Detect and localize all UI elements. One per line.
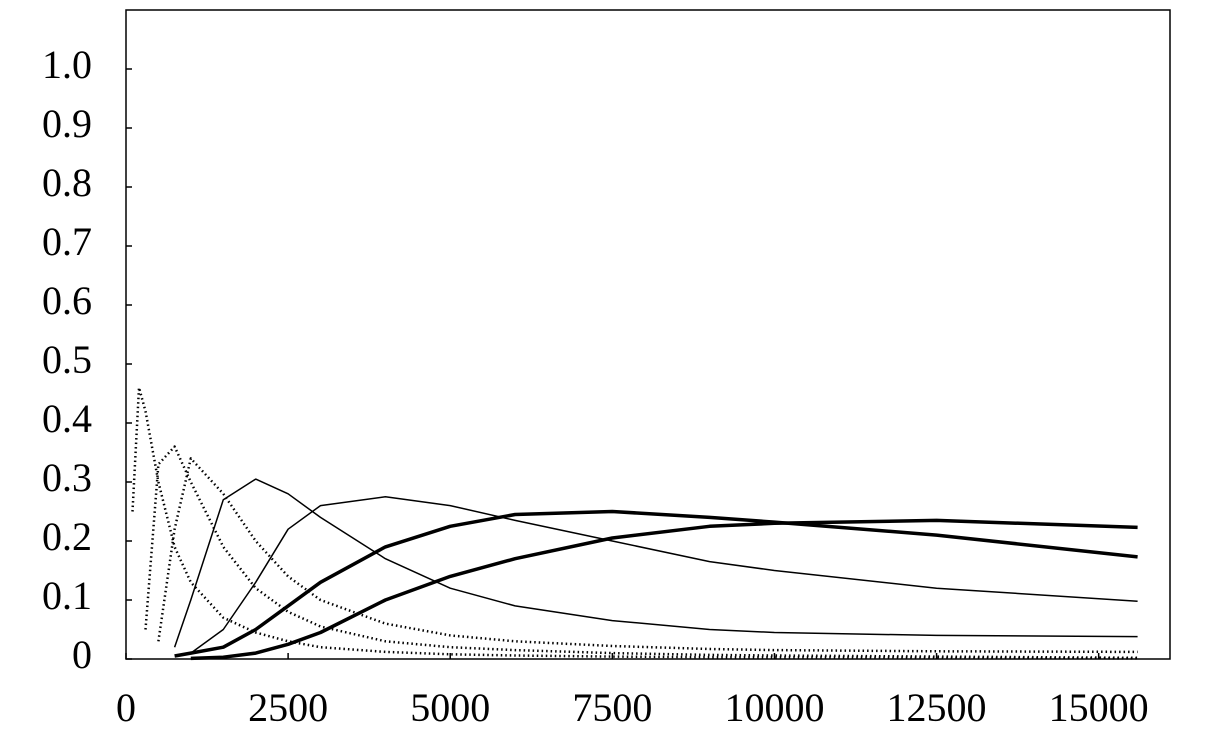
- series-line: [131, 386, 1138, 660]
- y-tick-label: 0.4: [42, 396, 92, 441]
- series-line: [190, 496, 1138, 654]
- y-tick-label: 0.7: [42, 219, 92, 264]
- series-line: [190, 518, 1138, 661]
- series-line: [144, 445, 1138, 660]
- x-tick-label: 0: [116, 685, 136, 730]
- y-tick-label: 0.8: [42, 160, 92, 205]
- x-tick-label: 2500: [248, 685, 328, 730]
- y-tick-label: 0.6: [42, 278, 92, 323]
- x-tick-label: 5000: [410, 685, 490, 730]
- y-tick-label: 0.3: [42, 455, 92, 500]
- x-tick-label: 7500: [572, 685, 652, 730]
- plot-frame: [125, 9, 1171, 660]
- y-tick-label: 0.5: [42, 337, 92, 382]
- series-line: [157, 457, 1138, 654]
- series-line: [173, 478, 1138, 648]
- x-tick-label: 10000: [724, 685, 824, 730]
- y-tick-label: 0.9: [42, 101, 92, 146]
- y-tick-label: 0: [72, 632, 92, 677]
- y-tick-label: 0.2: [42, 514, 92, 559]
- series-line: [174, 509, 1138, 658]
- x-tick-label: 15000: [1049, 685, 1149, 730]
- x-tick-label: 12500: [887, 685, 987, 730]
- y-tick-label: 1.0: [42, 42, 92, 87]
- y-tick-label: 0.1: [42, 573, 92, 618]
